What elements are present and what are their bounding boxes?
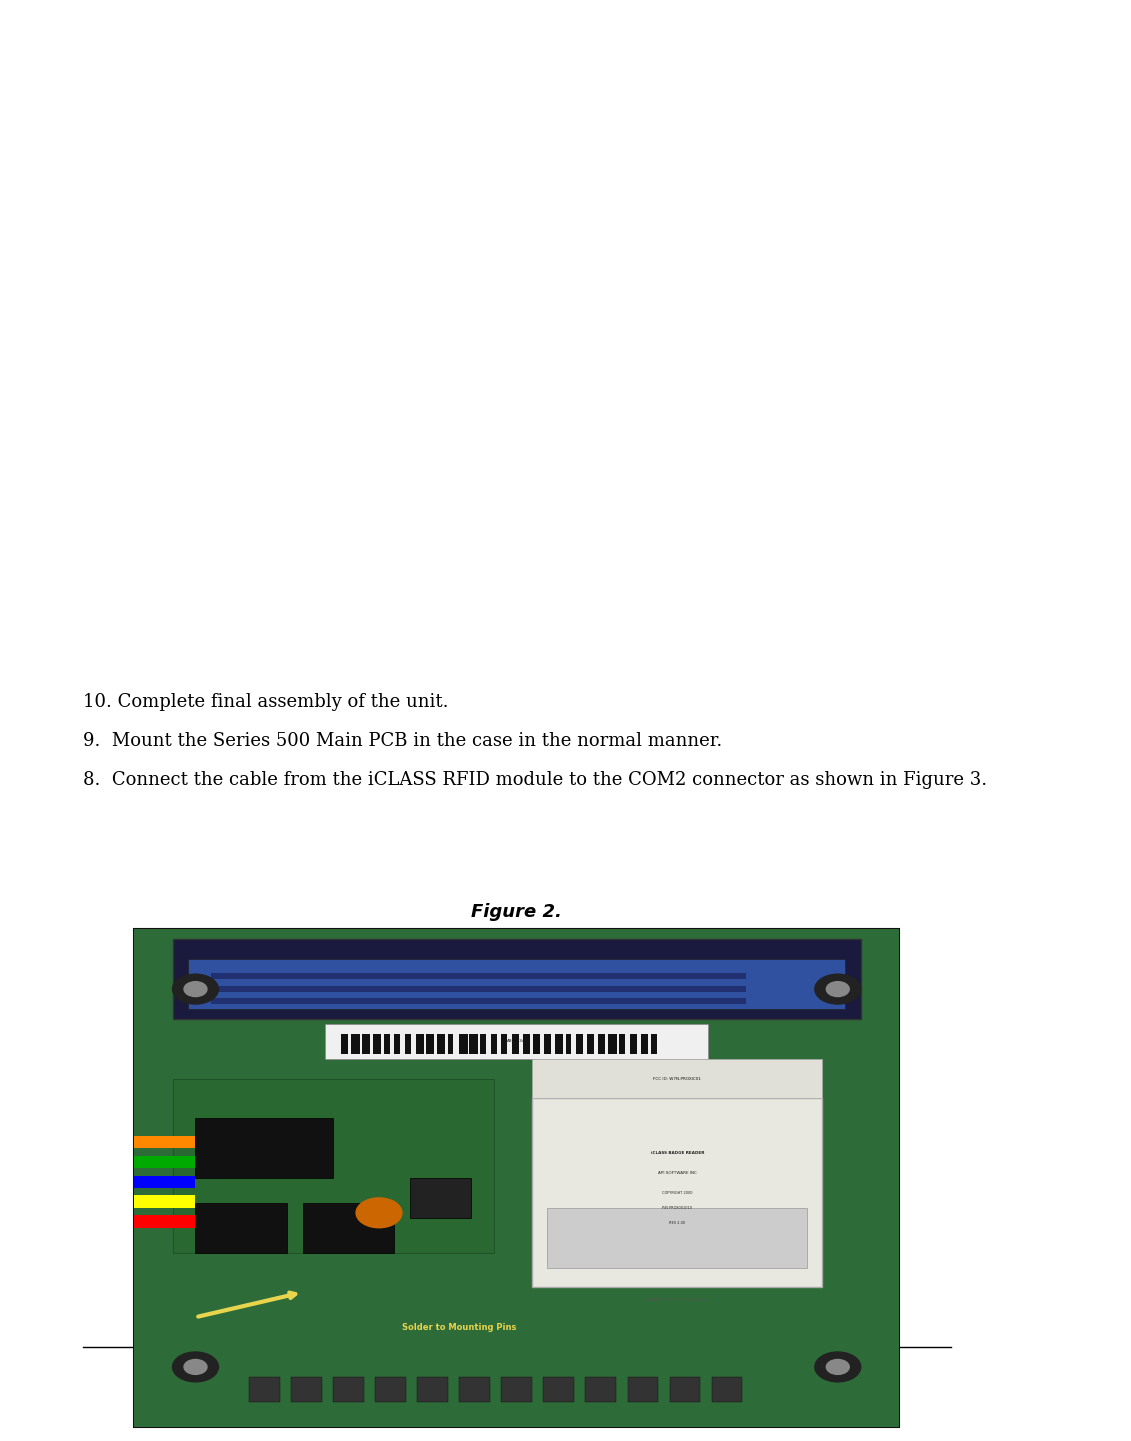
Text: Page 4of 5: Page 4of 5	[477, 1401, 555, 1415]
Bar	[135, 929, 899, 1427]
Text: Last Revision:  5/11/2009     Copyright 2009 API Healthcare Corporation.: Last Revision: 5/11/2009 Copyright 2009 …	[245, 1357, 788, 1372]
Text: 8.  Connect the cable from the iCLASS RFID module to the COM2 connector as shown: 8. Connect the cable from the iCLASS RFI…	[83, 771, 986, 788]
Text: 9.  Mount the Series 500 Main PCB in the case in the normal manner.: 9. Mount the Series 500 Main PCB in the …	[83, 732, 722, 749]
Text: API Internal Document – Company Confidential Information: API Internal Document – Company Confiden…	[269, 1379, 763, 1393]
Text: Figure 2.: Figure 2.	[472, 904, 562, 921]
Text: 10. Complete final assembly of the unit.: 10. Complete final assembly of the unit.	[83, 693, 448, 710]
